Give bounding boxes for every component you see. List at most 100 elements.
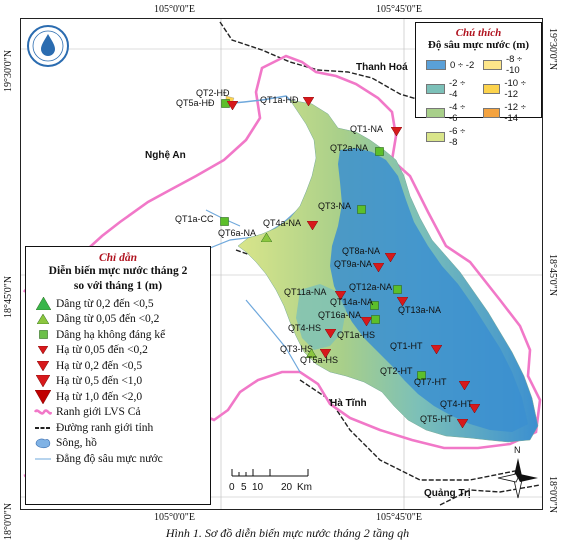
station-label-qt1a-hs: QT1a-HS	[337, 330, 376, 340]
station-label-qt14a-na: QT14a-NA	[330, 297, 374, 307]
station-label-qt5a-hs: QT5a-HS	[300, 355, 339, 365]
depth-swatch	[482, 60, 502, 70]
station-label-qt12a-na: QT12a-NA	[349, 282, 393, 292]
legend-row: Hạ từ 0,5 đến <1,0	[34, 374, 202, 390]
scale-tick-10: 10	[252, 482, 264, 493]
legend-row: Ranh giới LVS Cả	[34, 405, 202, 421]
legend-title: Chỉ dẫn	[98, 252, 138, 264]
legend-row-label: Hạ từ 0,05 đến <0,2	[56, 344, 148, 357]
legend-row: Hạ từ 1,0 đến <2,0	[34, 389, 202, 405]
legend-row: Hạ từ 0,05 đến <0,2	[34, 343, 202, 359]
legend-subtitle-1: Diễn biến mực nước tháng 2	[48, 265, 188, 277]
station-label-qt7-ht: QT7-HT	[414, 377, 447, 387]
station-label-qt3-hs: QT3-HS	[280, 344, 314, 354]
scale-tick-20: 20	[281, 482, 293, 493]
scale-unit: Km	[297, 482, 312, 493]
river-tributary-2	[245, 299, 301, 373]
depth-legend-item: -2 ÷ -4	[426, 78, 475, 100]
station-label-qt3-na: QT3-NA	[318, 201, 352, 211]
coord-top-105-0: 105°0'0"E	[154, 4, 195, 15]
station-marker-qt5a-hd	[226, 97, 239, 115]
depth-legend-item: 0 ÷ -2	[426, 54, 475, 76]
depth-legend-title: Chú thích	[455, 27, 502, 39]
station-marker-qt1a-hs	[371, 311, 380, 329]
depth-legend-subtitle: Độ sâu mực nước (m)	[427, 39, 530, 51]
legend-row-label: Hạ từ 1,0 đến <2,0	[56, 390, 143, 403]
station-label-qt4-ht: QT4-HT	[440, 399, 473, 409]
depth-legend: Chú thích Độ sâu mực nước (m) 0 ÷ -2 -8 ÷…	[415, 22, 542, 148]
place-ha-tinh: Hà Tĩnh	[330, 398, 367, 409]
legend-symbol-icon	[34, 453, 52, 465]
station-marker-qt1-ht	[430, 341, 443, 359]
legend-row-label: Dâng từ 0,2 đến <0,5	[56, 297, 154, 310]
lvs-ca-boundary	[22, 54, 542, 478]
station-label-qt1a-hd: QT1a-HĐ	[260, 95, 299, 105]
station-marker-qt1-na	[390, 123, 403, 141]
figure-caption: Hình 1. Sơ đồ diễn biến mực nước tháng 2…	[165, 526, 410, 540]
legend-symbol-icon	[34, 375, 52, 388]
place-thanh-hoa: Thanh Hoá	[356, 62, 408, 73]
station-label-qt2a-na: QT2a-NA	[330, 143, 369, 153]
depth-legend-item: -4 ÷ -6	[426, 102, 475, 124]
north-label: N	[514, 445, 521, 455]
coord-top-105-45: 105°45'0"E	[376, 4, 422, 15]
depth-legend-label: -4 ÷ -6	[449, 102, 466, 124]
station-marker-qt5a-hs	[305, 345, 318, 363]
station-label-qt4a-na: QT4a-NA	[263, 218, 302, 228]
station-label-qt2-ht: QT2-HT	[380, 366, 413, 376]
station-label-qt1-na: QT1-NA	[350, 124, 384, 134]
legend-row-label: Đường ranh giới tỉnh	[56, 421, 154, 434]
coord-bottom-105-0: 105°0'0"E	[154, 512, 195, 523]
depth-swatch	[482, 108, 501, 118]
station-label-qt1-ht: QT1-HT	[390, 341, 423, 351]
legend-row: Dâng hạ không đáng kể	[34, 327, 202, 343]
station-marker-qt11a-na	[334, 287, 347, 305]
station-marker-qt4a-na	[306, 217, 319, 235]
station-label-qt5a-hd: QT5a-HĐ	[176, 98, 215, 108]
depth-swatch	[426, 132, 445, 142]
station-label-qt16a-na: QT16a-NA	[318, 310, 362, 320]
legend-row-label: Ranh giới LVS Cả	[56, 406, 141, 419]
station-label-qt6a-na: QT6a-NA	[218, 228, 257, 238]
depth-legend-label: 0 ÷ -2	[450, 59, 475, 71]
depth-swatch	[426, 108, 445, 118]
legend-symbol-icon	[34, 422, 52, 434]
legend-rows: Dâng từ 0,2 đến <0,5 Dâng từ 0,05 đến <0,…	[34, 296, 202, 467]
station-marker-qt8a-na	[384, 249, 397, 267]
province-boundary-quangtri	[439, 484, 541, 506]
depth-legend-item: -12 ÷ -14	[482, 102, 537, 124]
depth-legend-item: -10 ÷ -12	[482, 78, 537, 100]
station-label-qt13a-na: QT13a-NA	[398, 305, 442, 315]
station-marker-qt13a-na	[396, 293, 409, 311]
legend-row: Hạ từ 0,2 đến <0,5	[34, 358, 202, 374]
legend-row-label: Hạ từ 0,5 đến <1,0	[56, 375, 143, 388]
station-label-qt2-hd: QT2-HĐ	[196, 88, 230, 98]
station-marker-qt12a-na	[393, 281, 402, 299]
depth-legend-grid: 0 ÷ -2 -8 ÷ -10 -2 ÷ -4 -10 ÷ -12 -4 ÷ -6 -12…	[420, 54, 537, 148]
station-marker-qt1a-cc	[220, 213, 229, 231]
legend-row-label: Dâng từ 0,05 đến <0,2	[56, 313, 160, 326]
legend-symbol-icon	[34, 389, 52, 404]
station-label-qt5-ht: QT5-HT	[420, 414, 453, 424]
depth-zone-deep	[330, 148, 528, 432]
station-marker-qt16a-na	[360, 313, 373, 331]
depth-legend-label: -2 ÷ -4	[449, 78, 466, 100]
station-marker-qt2-ht	[417, 367, 426, 385]
north-arrow-icon	[497, 458, 538, 499]
station-marker-qt3-na	[357, 201, 366, 219]
station-marker-qt4-ht	[468, 400, 481, 418]
place-nghe-an: Nghệ An	[145, 150, 186, 161]
province-boundary-north	[219, 21, 446, 111]
depth-swatch	[426, 84, 445, 94]
legend-symbol-icon	[34, 344, 52, 356]
legend-row: Dâng từ 0,05 đến <0,2	[34, 312, 202, 328]
legend-row-label: Sông, hồ	[56, 437, 97, 450]
station-marker-qt3-hs	[319, 345, 332, 363]
legend-row: Sông, hồ	[34, 436, 202, 452]
scale-tick-0: 0	[229, 482, 235, 493]
station-marker-qt6a-na	[260, 229, 273, 247]
station-label-qt1a-cc: QT1a-CC	[175, 214, 214, 224]
map-frame	[20, 18, 543, 510]
legend-row-label: Đẳng độ sâu mực nước	[56, 452, 163, 465]
station-marker-qt4-hs	[324, 325, 337, 343]
